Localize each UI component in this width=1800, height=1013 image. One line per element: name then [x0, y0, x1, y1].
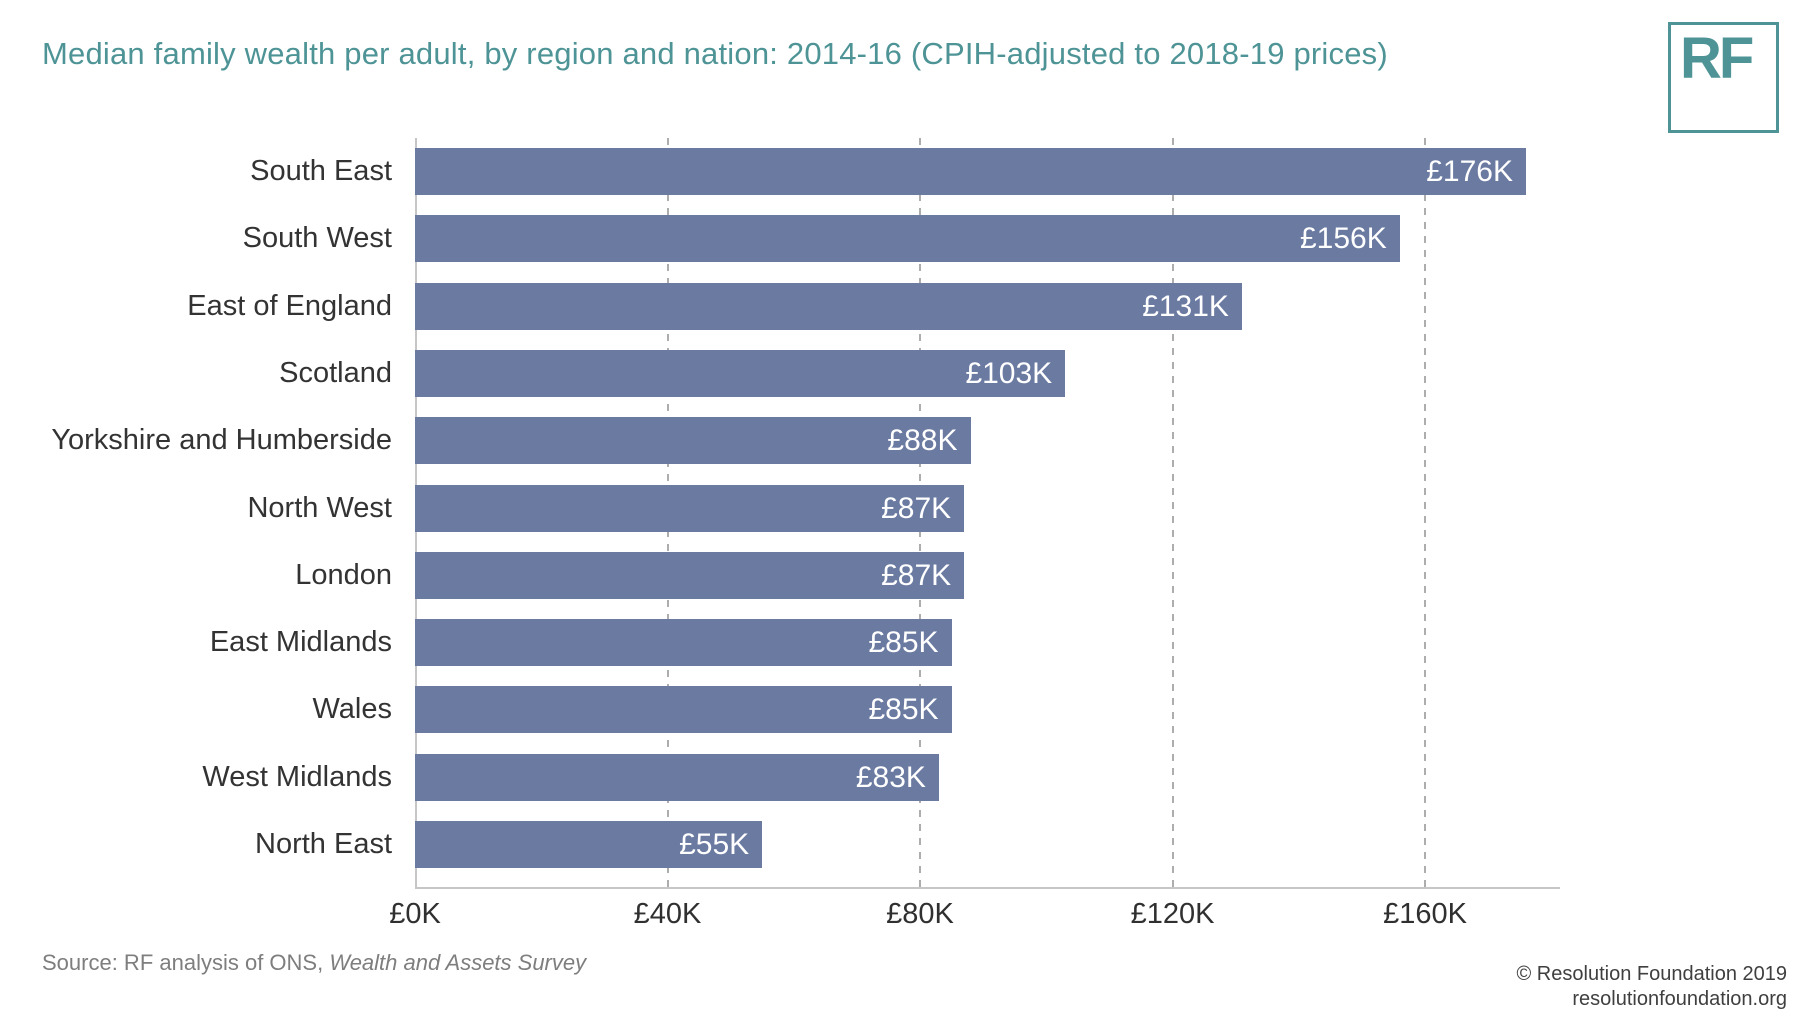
website-line: resolutionfoundation.org	[1572, 988, 1787, 1010]
bar-south-west: £156K	[415, 215, 1400, 263]
value-label-south-east: £176K	[1426, 155, 1513, 188]
value-label-east-of-england: £131K	[1142, 289, 1229, 323]
category-label-west-midlands: West Midlands	[202, 760, 392, 793]
chart-title: Median family wealth per adult, by regio…	[42, 36, 1388, 71]
bar-yorkshire-and-humberside: £88K	[415, 417, 971, 465]
source-prefix: Source: RF analysis of ONS,	[42, 950, 330, 975]
category-label-north-west: North West	[247, 491, 392, 524]
value-label-east-midlands: £85K	[868, 626, 939, 660]
copyright-line: © Resolution Foundation 2019	[1516, 963, 1787, 985]
bar-north-west: £87K	[415, 484, 965, 532]
source-note: Source: RF analysis of ONS, Wealth and A…	[42, 950, 586, 976]
value-label-south-west: £156K	[1300, 222, 1387, 256]
rf-logo: RF	[1668, 22, 1779, 133]
value-label-london: £87K	[881, 558, 952, 592]
bar-south-east: £176K	[415, 148, 1526, 195]
bar-east-midlands: £85K	[415, 619, 952, 667]
category-label-north-east: North East	[255, 828, 392, 860]
category-label-london: London	[295, 558, 392, 591]
x-tick-label-120k: £120K	[1130, 898, 1215, 930]
gridline-160k	[1424, 138, 1426, 888]
bar-north-east: £55K	[415, 821, 763, 868]
value-label-scotland: £103K	[965, 356, 1053, 390]
bar-east-of-england: £131K	[415, 282, 1242, 330]
value-label-yorkshire-and-humberside: £88K	[887, 424, 958, 458]
value-label-north-east: £55K	[679, 828, 750, 861]
gridline-120k	[1171, 138, 1174, 888]
x-tick-label-160k: £160K	[1383, 898, 1467, 930]
bar-wales: £85K	[415, 686, 952, 734]
x-tick-label-80k: £80K	[886, 898, 954, 930]
category-label-yorkshire-and-humberside: Yorkshire and Humberside	[51, 424, 392, 457]
bar-scotland: £103K	[415, 349, 1066, 397]
category-label-south-east: South East	[250, 155, 392, 187]
category-label-scotland: Scotland	[279, 356, 392, 389]
category-label-east-of-england: East of England	[187, 289, 392, 322]
category-label-east-midlands: East Midlands	[209, 626, 392, 659]
x-axis-line	[415, 887, 1560, 889]
rf-logo-text: RF	[1680, 26, 1754, 91]
category-label-south-west: South West	[242, 222, 392, 255]
source-survey-name: Wealth and Assets Survey	[329, 950, 587, 975]
value-label-north-west: £87K	[881, 491, 952, 525]
category-label-wales: Wales	[312, 693, 393, 726]
bar-london: £87K	[415, 551, 965, 599]
value-label-wales: £85K	[868, 693, 939, 727]
x-tick-label-0k: £0K	[389, 898, 441, 930]
x-tick-label-40k: £40K	[633, 898, 702, 930]
bar-west-midlands: £83K	[415, 753, 939, 801]
value-label-west-midlands: £83K	[855, 760, 926, 794]
footer-credit: © Resolution Foundation 2019 resolutionf…	[1517, 962, 1787, 1012]
